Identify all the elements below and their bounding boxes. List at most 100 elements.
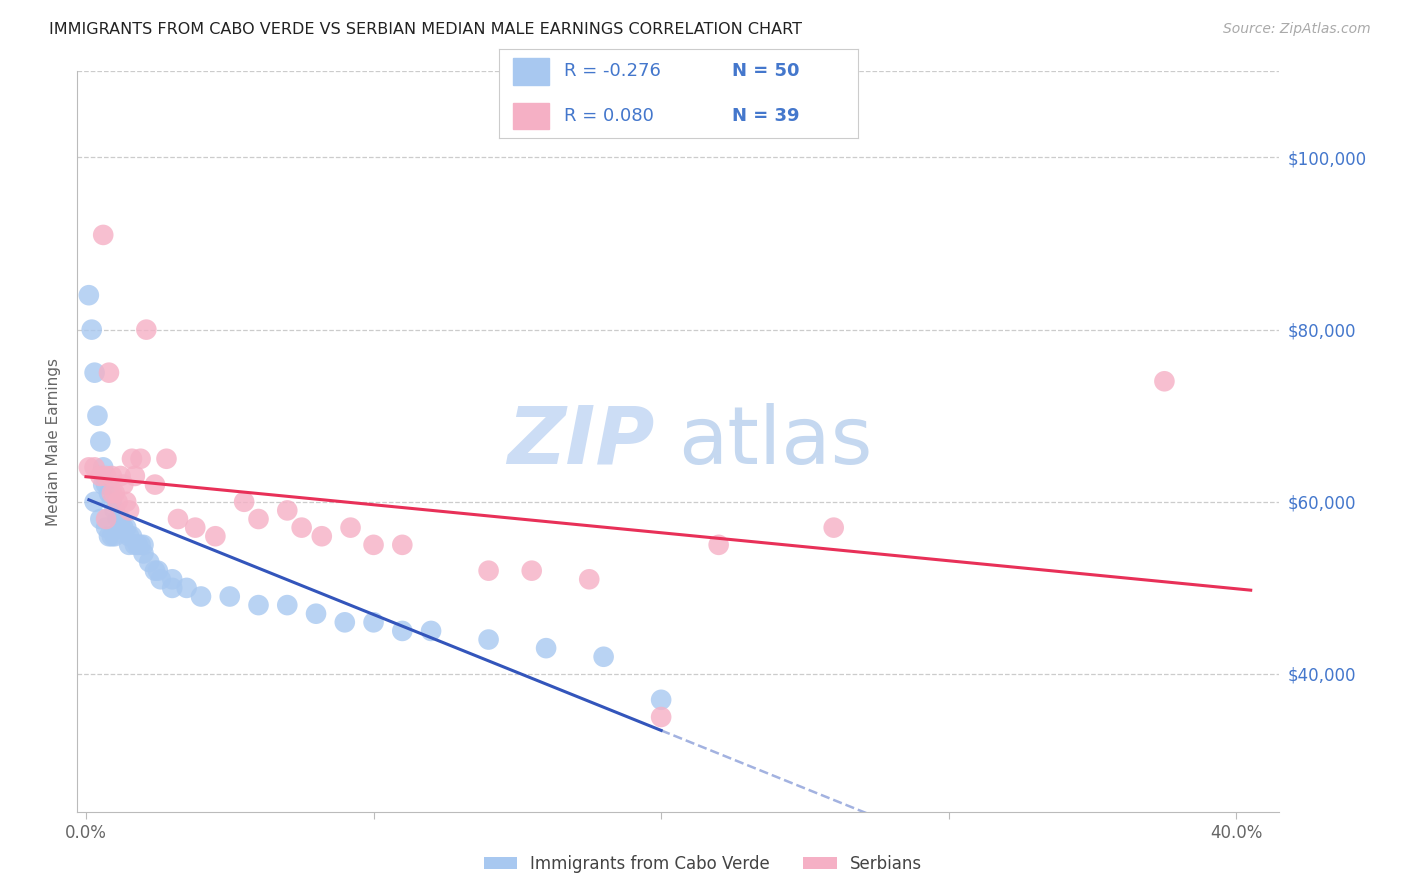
Point	[176, 581, 198, 595]
Point	[132, 546, 155, 560]
Point	[101, 486, 124, 500]
Text: ZIP: ZIP	[508, 402, 654, 481]
Point	[118, 529, 141, 543]
Point	[534, 641, 557, 656]
Point	[650, 693, 672, 707]
Text: R = -0.276: R = -0.276	[564, 62, 661, 80]
Point	[110, 512, 132, 526]
Point	[77, 460, 100, 475]
Point	[86, 409, 108, 423]
Point	[592, 649, 614, 664]
Point	[121, 529, 143, 543]
Point	[204, 529, 226, 543]
Point	[118, 503, 141, 517]
Point	[420, 624, 443, 638]
Point	[478, 632, 501, 647]
Legend: Immigrants from Cabo Verde, Serbians: Immigrants from Cabo Verde, Serbians	[477, 848, 929, 880]
Point	[104, 529, 127, 543]
Point	[129, 538, 152, 552]
Point	[143, 477, 166, 491]
Point	[107, 495, 129, 509]
Point	[94, 521, 117, 535]
Point	[233, 495, 256, 509]
Point	[91, 227, 114, 242]
Point	[190, 590, 212, 604]
Point	[707, 538, 730, 552]
Point	[124, 538, 146, 552]
Point	[83, 495, 105, 509]
Point	[98, 486, 120, 500]
Point	[94, 512, 117, 526]
Point	[135, 323, 157, 337]
Point	[305, 607, 328, 621]
Point	[1153, 374, 1175, 388]
Bar	[513, 58, 550, 85]
Point	[149, 572, 172, 586]
Point	[167, 512, 190, 526]
Point	[94, 469, 117, 483]
Point	[276, 598, 298, 612]
Point	[823, 521, 845, 535]
Point	[112, 477, 135, 491]
Point	[77, 288, 100, 302]
Point	[143, 564, 166, 578]
Point	[132, 538, 155, 552]
Point	[89, 512, 111, 526]
Point	[578, 572, 600, 586]
Point	[112, 521, 135, 535]
Point	[110, 521, 132, 535]
Point	[247, 598, 270, 612]
Point	[83, 460, 105, 475]
Bar	[513, 103, 550, 129]
Point	[129, 451, 152, 466]
Point	[184, 521, 207, 535]
Point	[124, 469, 146, 483]
Point	[89, 469, 111, 483]
Point	[121, 451, 143, 466]
Point	[650, 710, 672, 724]
Point	[363, 538, 385, 552]
Point	[101, 469, 124, 483]
Point	[391, 538, 413, 552]
Text: atlas: atlas	[679, 402, 873, 481]
Point	[291, 521, 314, 535]
Y-axis label: Median Male Earnings: Median Male Earnings	[46, 358, 62, 525]
Point	[138, 555, 160, 569]
Point	[101, 495, 124, 509]
Text: R = 0.080: R = 0.080	[564, 107, 654, 125]
Text: IMMIGRANTS FROM CABO VERDE VS SERBIAN MEDIAN MALE EARNINGS CORRELATION CHART: IMMIGRANTS FROM CABO VERDE VS SERBIAN ME…	[49, 22, 803, 37]
Point	[115, 521, 138, 535]
Point	[520, 564, 543, 578]
Point	[98, 366, 120, 380]
Point	[146, 564, 169, 578]
Point	[110, 469, 132, 483]
Point	[104, 486, 127, 500]
Point	[127, 538, 149, 552]
Point	[91, 477, 114, 491]
Text: N = 39: N = 39	[733, 107, 800, 125]
Point	[91, 460, 114, 475]
Point	[218, 590, 240, 604]
Point	[478, 564, 501, 578]
Point	[89, 434, 111, 449]
Point	[80, 323, 103, 337]
Point	[104, 503, 127, 517]
Point	[94, 477, 117, 491]
Text: Source: ZipAtlas.com: Source: ZipAtlas.com	[1223, 22, 1371, 37]
Text: N = 50: N = 50	[733, 62, 800, 80]
Point	[115, 495, 138, 509]
Point	[101, 529, 124, 543]
Point	[333, 615, 356, 630]
Point	[162, 572, 183, 586]
Point	[339, 521, 361, 535]
Point	[247, 512, 270, 526]
Point	[118, 538, 141, 552]
Point	[276, 503, 298, 517]
Point	[311, 529, 333, 543]
Point	[107, 512, 129, 526]
Point	[98, 529, 120, 543]
Point	[363, 615, 385, 630]
Point	[391, 624, 413, 638]
Point	[155, 451, 177, 466]
Point	[162, 581, 183, 595]
